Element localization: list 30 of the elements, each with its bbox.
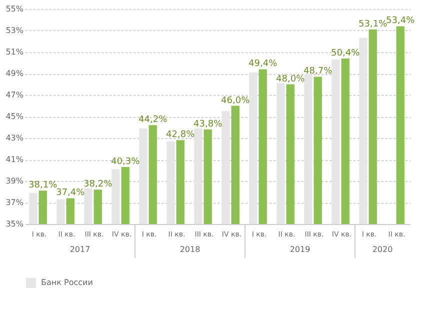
- y-tick-label: 35%: [6, 220, 24, 228]
- data-label: 46,0%: [221, 96, 250, 106]
- y-tick-label: 49%: [6, 69, 24, 78]
- data-label: 38,2%: [84, 180, 113, 190]
- y-tick-label: 51%: [6, 48, 24, 56]
- y-tick-label: 37%: [6, 198, 24, 207]
- y-tick-label: 41%: [6, 155, 24, 164]
- data-label: 37,4%: [56, 188, 86, 198]
- data-label: 42,8%: [166, 130, 196, 140]
- data-label: 48,0%: [276, 74, 306, 84]
- y-tick-label: 43%: [6, 134, 24, 142]
- y-tick-label: 53%: [6, 26, 24, 35]
- legend-label: Банк России: [41, 278, 93, 287]
- data-label: 43,8%: [194, 119, 223, 130]
- data-label: 53,1%: [358, 19, 388, 30]
- data-label: 49,4%: [248, 59, 278, 70]
- data-label: 53,4%: [386, 16, 416, 26]
- y-tick-label: 47%: [6, 90, 24, 100]
- y-tick-label: 39%: [6, 176, 24, 186]
- text: 2020: [372, 245, 393, 254]
- data-label: 48,7%: [304, 66, 333, 77]
- data-label: 38,1%: [28, 180, 58, 191]
- data-label: 50,4%: [331, 48, 360, 58]
- data-label: 44,2%: [138, 115, 168, 126]
- text: 2017: [70, 245, 90, 254]
- y-tick-label: 45%: [6, 112, 24, 121]
- text: 2019: [290, 245, 310, 254]
- text: 2018: [180, 245, 200, 254]
- y-tick-label: 55%: [6, 4, 24, 14]
- data-label: 40,3%: [111, 157, 140, 168]
